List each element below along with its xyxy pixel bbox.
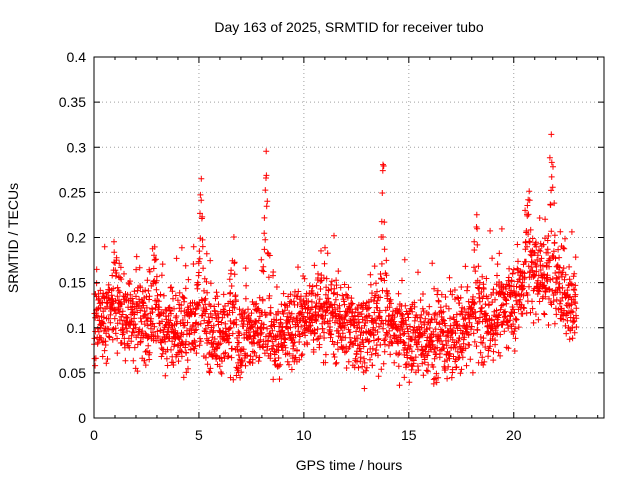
data-points — [91, 131, 580, 392]
y-axis-label: SRMTID / TECUs — [5, 183, 21, 293]
chart-title: Day 163 of 2025, SRMTID for receiver tub… — [214, 19, 483, 35]
y-tick-label: 0.15 — [59, 275, 86, 291]
y-tick-label: 0 — [78, 410, 86, 426]
y-tick-label: 0.4 — [67, 49, 87, 65]
x-axis-label: GPS time / hours — [296, 457, 403, 473]
axis-ticks: 0 5 10 15 20 0 0.05 0.1 0.15 0.2 0.25 0.3 0.35 0.4 — [59, 49, 604, 443]
x-tick-label: 15 — [401, 427, 417, 443]
y-tick-label: 0.1 — [67, 320, 87, 336]
y-tick-label: 0.3 — [67, 139, 87, 155]
x-tick-label: 10 — [296, 427, 312, 443]
y-tick-label: 0.2 — [67, 230, 87, 246]
x-tick-label: 0 — [90, 427, 98, 443]
x-tick-label: 20 — [506, 427, 522, 443]
y-tick-label: 0.05 — [59, 365, 86, 381]
y-tick-label: 0.35 — [59, 94, 86, 110]
scatter-point-markers — [91, 131, 580, 392]
x-tick-label: 5 — [195, 427, 203, 443]
y-tick-label: 0.25 — [59, 184, 86, 200]
